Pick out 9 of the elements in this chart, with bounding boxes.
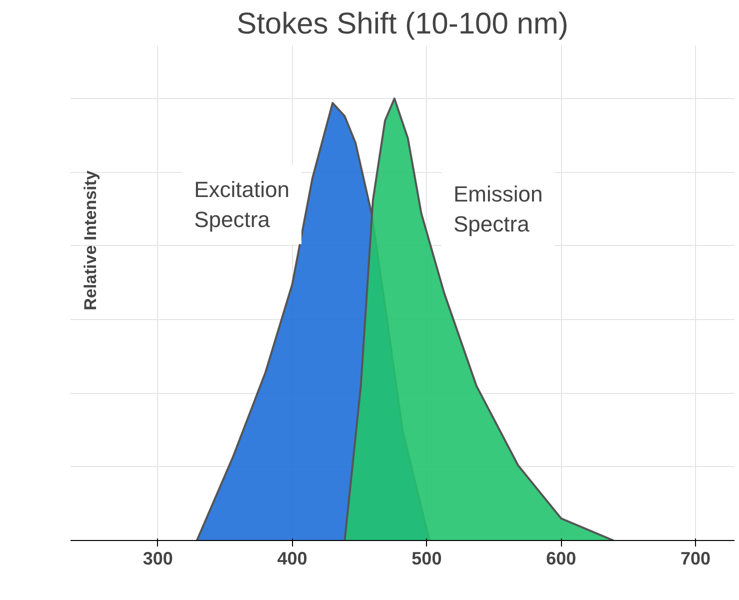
- x-tick-label: 500: [412, 548, 442, 568]
- x-tick-label: 400: [277, 548, 308, 568]
- y-axis-title: Relative Intensity: [81, 170, 100, 310]
- series-label: Excitation Spectra: [194, 177, 290, 232]
- x-tick-label: 600: [546, 548, 576, 568]
- chart-title: Stokes Shift (10-100 nm): [236, 8, 568, 40]
- series-label: Emission Spectra: [453, 182, 543, 237]
- x-tick-label: 700: [680, 548, 711, 568]
- x-tick-label: 300: [142, 548, 173, 568]
